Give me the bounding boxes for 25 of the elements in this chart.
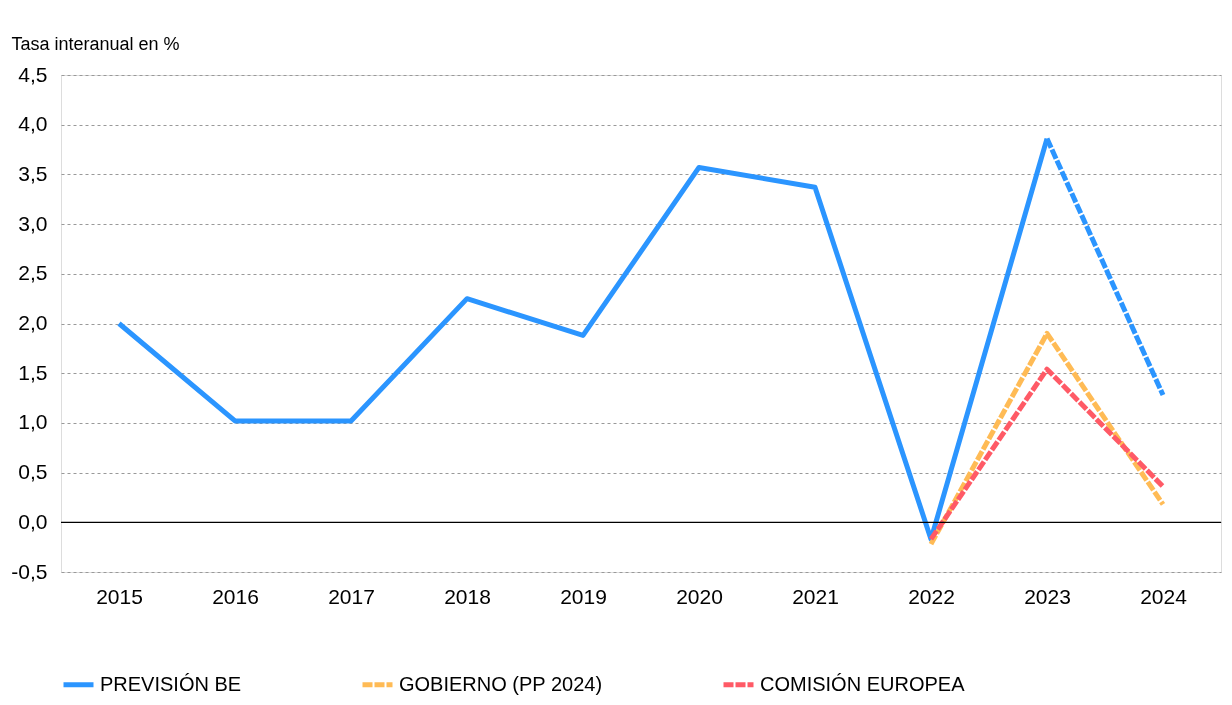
y-axis-title: Tasa interanual en % [11, 33, 180, 54]
y-tick-label: 3,0 [18, 211, 48, 235]
y-tick-label: 4,0 [18, 112, 48, 136]
y-tick-label: 3,5 [18, 161, 48, 185]
legend-label: GOBIERNO (PP 2024) [399, 672, 603, 695]
x-tick-label: 2021 [792, 584, 839, 608]
y-tick-label: -0,5 [11, 559, 48, 583]
x-tick-label: 2018 [444, 584, 491, 608]
x-tick-label: 2015 [96, 584, 143, 608]
x-tick-label: 2019 [560, 584, 607, 608]
x-tick-label: 2022 [908, 584, 955, 608]
y-tick-label: 1,5 [18, 360, 48, 384]
y-tick-label: 4,5 [18, 62, 48, 86]
legend-label: COMISIÓN EUROPEA [760, 672, 966, 695]
legend-label: PREVISIÓN BE [100, 672, 242, 695]
y-tick-label: 2,5 [18, 261, 48, 285]
x-tick-label: 2017 [328, 584, 375, 608]
y-tick-label: 2,0 [18, 311, 48, 334]
x-tick-label: 2023 [1024, 584, 1071, 608]
y-tick-label: 1,0 [18, 410, 48, 434]
y-tick-label: 0,5 [18, 460, 48, 484]
x-tick-label: 2016 [212, 584, 259, 608]
x-tick-label: 2024 [1140, 584, 1188, 608]
x-tick-label: 2020 [676, 584, 723, 608]
y-tick-label: 0,0 [18, 509, 48, 533]
